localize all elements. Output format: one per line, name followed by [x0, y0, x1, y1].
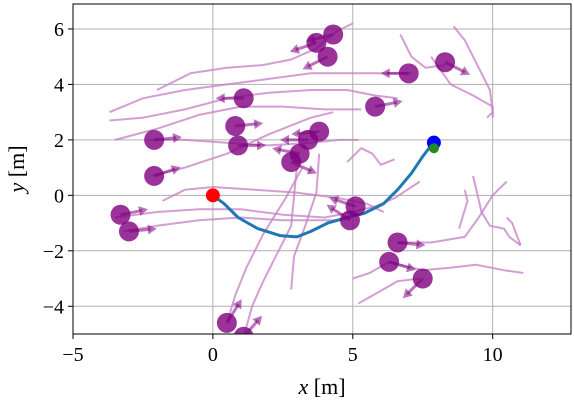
pedestrian-velocity-arrowhead: [306, 34, 316, 44]
markers: [205, 135, 441, 203]
pedestrian-velocity-arrow: [225, 303, 240, 324]
y-tick-label: 4: [54, 74, 64, 96]
pedestrian-trail: [357, 277, 421, 305]
pedestrian-marker: [317, 46, 338, 67]
pedestrian-velocity-arrow: [153, 167, 176, 178]
pedestrian-velocity-arrowhead: [289, 44, 300, 54]
grid: [72, 4, 571, 334]
pedestrian-velocity-arrowhead: [459, 66, 471, 76]
y-tick-label: −4: [43, 296, 64, 318]
pedestrian-velocity-arrow: [444, 60, 466, 74]
pedestrian-velocity-arrowhead: [405, 262, 416, 273]
pedestrian-marker: [225, 116, 246, 137]
pedestrian-trail: [397, 180, 508, 244]
pedestrian-trail: [114, 180, 421, 219]
pedestrian-velocity-arrow: [295, 41, 317, 52]
pedestrian-velocity-arrowhead: [252, 315, 263, 326]
start-marker: [205, 188, 220, 203]
pedestrian-velocity-arrowhead: [280, 134, 289, 145]
pedestrian-velocity-arrowhead: [402, 288, 413, 299]
pedestrian-velocity-arrow: [374, 100, 398, 109]
pedestrian-trail: [151, 138, 359, 147]
pedestrian-velocity-arrowhead: [326, 204, 337, 214]
pedestrians: [110, 24, 471, 334]
x-tick-label: 10: [483, 344, 503, 366]
robot-path: [211, 143, 433, 239]
pedestrian-velocity-arrow: [153, 136, 177, 142]
pedestrian-velocity-arrow: [244, 319, 260, 334]
pedestrian-trail: [243, 167, 298, 334]
pedestrian-velocity-arrowhead: [272, 145, 282, 155]
y-tick-label: 6: [54, 19, 64, 41]
pedestrian-trail: [430, 56, 494, 118]
pedestrian-trail: [346, 147, 396, 166]
pedestrian-velocity-arrow: [128, 227, 151, 233]
pedestrian-velocity-arrowhead: [329, 195, 340, 206]
pedestrian-velocity-arrowhead: [138, 206, 148, 216]
pedestrian-velocity-arrowhead: [232, 299, 242, 310]
pedestrian-trail: [225, 167, 304, 324]
pedestrian-velocity-arrow: [311, 33, 334, 42]
pedestrian-trail: [399, 34, 446, 69]
x-tick-label: −5: [62, 344, 83, 366]
pedestrian-velocity-arrowhead: [172, 133, 182, 143]
y-tick-label: 2: [54, 130, 64, 152]
pedestrian-velocity-arrowhead: [415, 239, 426, 250]
pedestrian-velocity-arrowhead: [170, 165, 181, 175]
pedestrian-trail: [109, 89, 398, 122]
pedestrian-velocity-arrowhead: [147, 224, 157, 235]
y-tick-label: −2: [43, 241, 64, 263]
pedestrian-velocity-arrow: [277, 147, 300, 156]
pedestrian-velocity-arrowhead: [253, 119, 264, 130]
pedestrian-velocity-arrow: [307, 55, 329, 68]
pedestrian-trail: [472, 175, 522, 247]
pedestrian-velocity-arrow: [388, 260, 411, 270]
pedestrian-velocity-arrow: [235, 122, 258, 128]
pedestrian-trail: [505, 216, 522, 246]
pedestrian-trail: [109, 72, 412, 114]
pedestrian-velocity-arrow: [120, 208, 143, 217]
pedestrian-trail: [290, 153, 321, 290]
pedestrian-velocity-arrowhead: [215, 93, 225, 104]
robot-path-layer: [211, 143, 433, 239]
x-axis-label: x [m]: [297, 374, 345, 399]
plot-frame: [72, 3, 572, 335]
y-axis-label: y [m]: [4, 145, 29, 194]
pedestrian-velocity-arrow: [406, 277, 424, 296]
pedestrian-velocity-arrow: [330, 206, 351, 222]
pedestrian-trail: [388, 260, 524, 274]
pedestrian-velocity-arrowhead: [306, 165, 317, 175]
pedestrian-velocity-arrowhead: [392, 98, 403, 108]
pedestrian-marker: [435, 52, 456, 73]
pedestrian-velocity-arrowhead: [380, 68, 390, 79]
x-tick-label: 0: [208, 344, 218, 366]
ticks: −5 0 5 10 −4 −2 0 2 4 6: [43, 19, 503, 366]
pedestrian-velocity-arrowhead: [291, 128, 301, 139]
y-tick-label: 0: [54, 185, 64, 207]
pedestrian-velocity-arrow: [334, 198, 357, 208]
pedestrian-velocity-arrowhead: [302, 60, 313, 70]
pedestrian-velocity-arrow: [290, 160, 312, 173]
pedestrian-velocity-arrow: [397, 240, 420, 247]
pedestrian-velocity-arrowhead: [257, 140, 267, 151]
x-tick-label: 5: [348, 344, 358, 366]
pedestrian-trail: [458, 189, 469, 229]
robot-end-marker: [428, 143, 439, 154]
pedestrian-trail: [123, 216, 342, 233]
